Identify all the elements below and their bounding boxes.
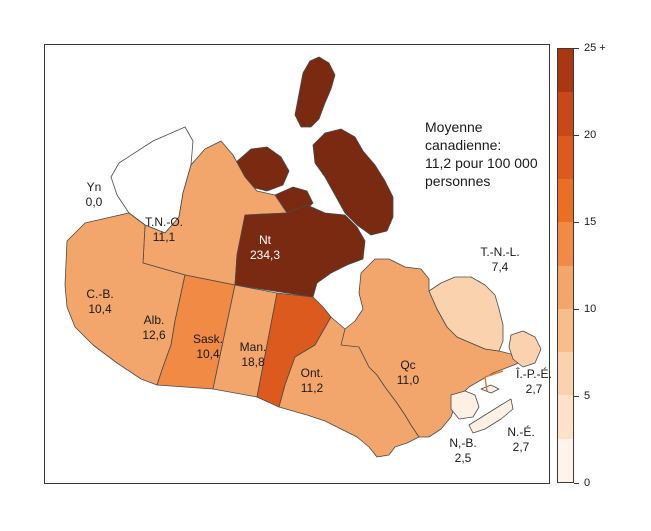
legend-swatch <box>558 352 573 396</box>
national-average-note: Moyenne canadienne: 11,2 pour 100 000 pe… <box>425 118 549 190</box>
region-label-nt: Nt 234,3 <box>249 233 281 262</box>
legend-tick-label: 10 <box>584 303 597 315</box>
legend-swatch <box>558 308 573 353</box>
legend-color-bar <box>557 48 574 483</box>
region-shape-nt <box>234 204 366 298</box>
legend-tick <box>574 221 579 223</box>
legend-tick-label: 15 <box>584 216 597 228</box>
region-label-sask: Sask. 10,4 <box>192 332 224 361</box>
region-label-cb: C.-B. 10,4 <box>86 287 114 316</box>
legend-swatch <box>558 178 573 223</box>
region-shape-nt-islands <box>294 56 336 128</box>
region-shape-nt-islands-2 <box>312 128 394 236</box>
legend-swatch <box>558 265 573 309</box>
canada-map <box>64 56 542 458</box>
region-label-nb: N,-B. 2,5 <box>449 436 477 465</box>
region-shape-nb <box>450 390 480 420</box>
region-label-ipe: Î.-P.-É. 2,7 <box>516 367 552 396</box>
legend-tick <box>574 482 579 484</box>
region-label-tnl: T.-N.-L. 7,4 <box>480 245 520 274</box>
note-line-1: Moyenne canadienne: <box>425 119 502 153</box>
legend-swatch <box>558 395 573 439</box>
region-shape-tnl-island <box>508 330 542 368</box>
region-label-ont: Ont. 11,2 <box>300 366 324 395</box>
legend-swatch <box>558 222 573 266</box>
region-shape-ipe <box>480 384 500 394</box>
legend-tick <box>574 395 579 397</box>
ipe-pointer-line <box>484 370 504 392</box>
map-frame: Moyenne canadienne: 11,2 pour 100 000 pe… <box>44 44 550 484</box>
region-shape-tnl <box>428 276 504 352</box>
legend-swatch <box>558 135 573 179</box>
region-label-alb: Alb. 12,6 <box>142 313 166 342</box>
region-shape-ne <box>468 398 514 434</box>
region-label-man: Man. 18,8 <box>239 340 267 369</box>
legend-swatch <box>558 49 573 93</box>
note-line-3: personnes <box>425 173 491 189</box>
legend-tick <box>574 308 579 310</box>
legend-tick-label: 5 <box>584 390 591 402</box>
legend-tick-label: 20 <box>584 129 597 141</box>
legend-tick-label: 25 + <box>584 42 606 54</box>
legend-swatch <box>558 438 573 482</box>
region-label-ne: N.-É. 2,7 <box>507 425 535 454</box>
region-label-tno: T.N.-O. 11,1 <box>145 215 183 244</box>
region-label-yn: Yn 0,0 <box>85 180 103 209</box>
note-line-2: 11,2 pour 100 000 <box>425 155 538 171</box>
legend-tick <box>574 47 579 49</box>
legend-tick-label: 0 <box>584 477 591 489</box>
legend-swatch <box>558 92 573 136</box>
legend-tick <box>574 134 579 136</box>
region-label-qc: Qc 11,0 <box>396 358 420 387</box>
